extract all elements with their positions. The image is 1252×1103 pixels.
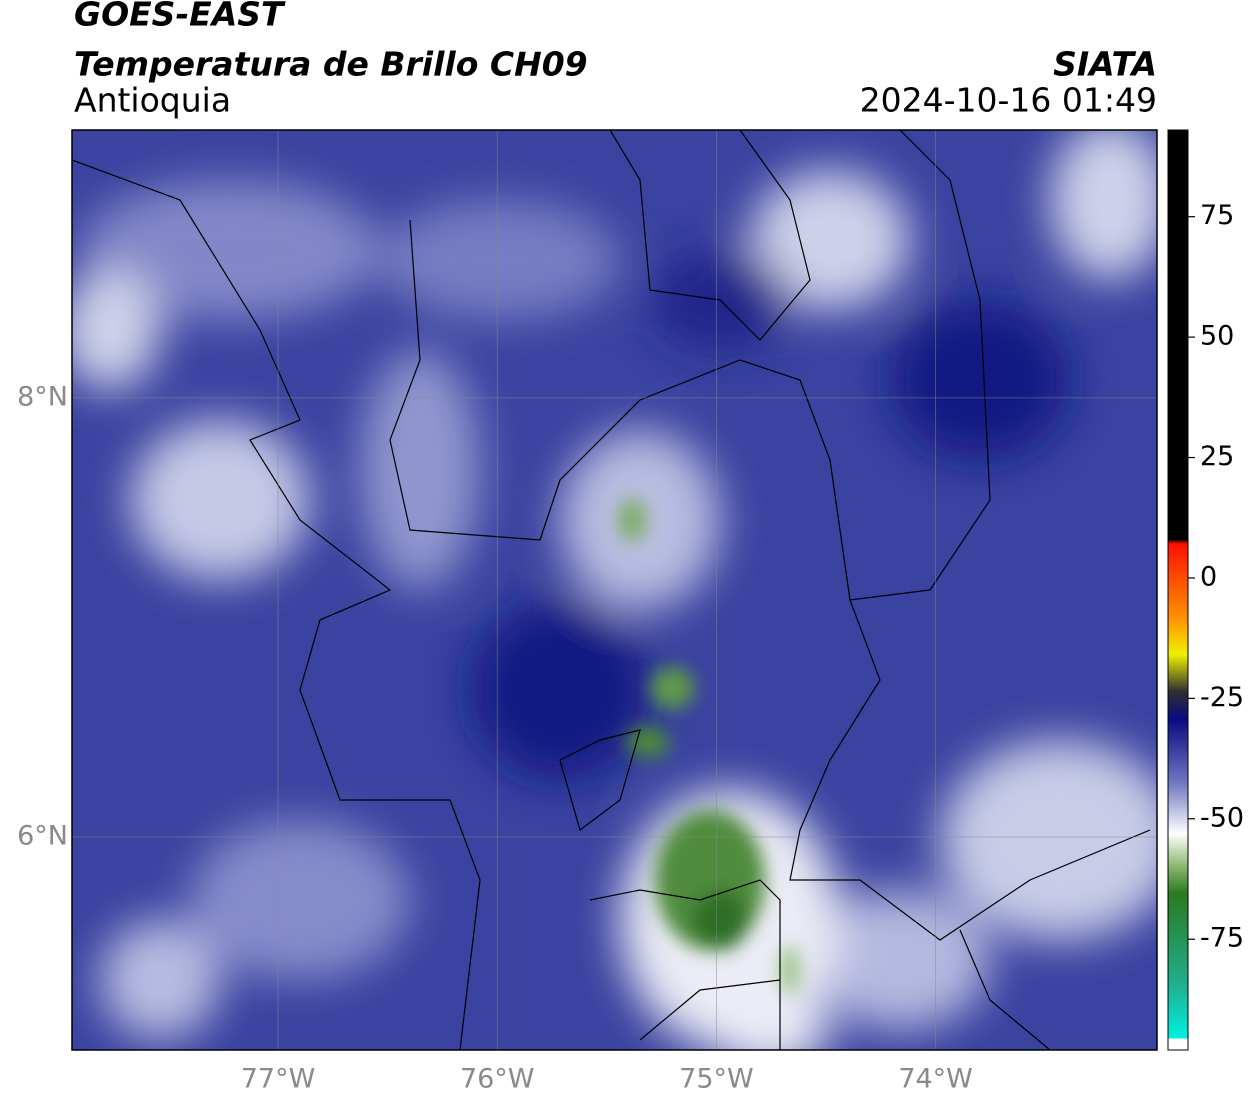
colorbar-tick-label: -25 (1200, 682, 1244, 713)
colorbar-tick-label: 50 (1200, 321, 1234, 352)
x-tick-label: 76°W (460, 1064, 535, 1095)
y-tick-label: 6°N (17, 821, 68, 852)
map-frame (71, 129, 1158, 1051)
source: SIATA (1053, 45, 1157, 84)
x-tick-label: 74°W (898, 1064, 973, 1095)
colorbar (1167, 129, 1189, 1051)
region: Antioquia (74, 81, 231, 120)
y-tick-label: 8°N (17, 381, 68, 412)
x-tick-label: 77°W (241, 1064, 316, 1095)
colorbar-tick-label: 0 (1200, 561, 1217, 592)
title: GOES-EAST (74, 0, 286, 34)
x-tick-label: 75°W (679, 1064, 754, 1095)
colorbar-tick-label: -50 (1200, 802, 1244, 833)
colorbar-tick-label: -75 (1200, 923, 1244, 954)
subtitle: Temperatura de Brillo CH09 (74, 45, 588, 84)
colorbar-tick-label: 25 (1200, 441, 1234, 472)
datetime: 2024-10-16 01:49 (860, 81, 1157, 120)
colorbar-tick-label: 75 (1200, 200, 1234, 231)
map-imagery (72, 130, 1157, 1050)
